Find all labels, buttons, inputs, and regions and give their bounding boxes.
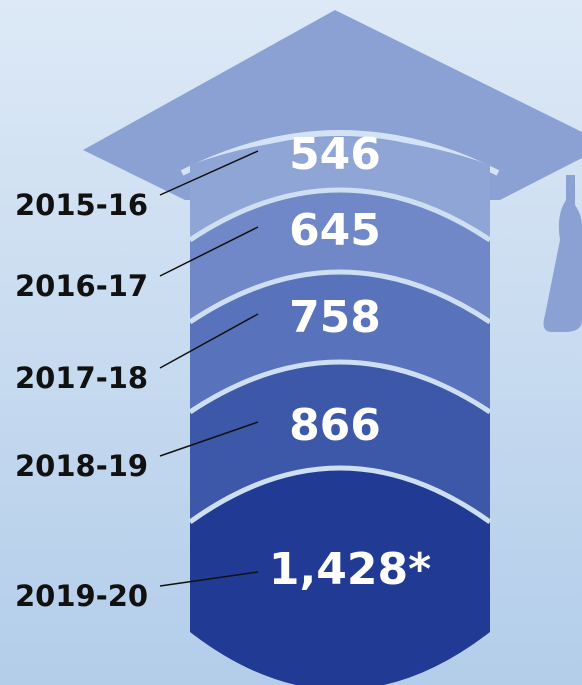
year-label: 2015-16: [15, 188, 148, 222]
year-label: 2017-18: [15, 361, 148, 395]
year-label: 2018-19: [15, 449, 148, 483]
chart: 2015-16 546 2016-17 645 2017-18 758 2018-19 866…: [0, 0, 582, 685]
value-label: 645: [289, 205, 381, 256]
year-label: 2019-20: [15, 579, 148, 613]
value-label: 758: [289, 292, 381, 343]
page: {"chart_data": {"type": "stack", "catego…: [0, 0, 582, 685]
value-label: 546: [289, 129, 381, 180]
value-label: 866: [289, 400, 381, 451]
value-label: 1,428*: [269, 544, 431, 595]
year-label: 2016-17: [15, 269, 148, 303]
